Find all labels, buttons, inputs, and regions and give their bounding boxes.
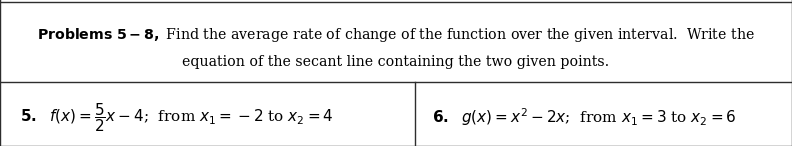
- Text: $\bf{Problems\ 5-8,}$ Find the average rate of change of the function over the g: $\bf{Problems\ 5-8,}$ Find the average r…: [37, 26, 755, 44]
- Text: equation of the secant line containing the two given points.: equation of the secant line containing t…: [182, 55, 610, 69]
- Text: $\mathbf{6.}$  $g(x) = x^2 - 2x$;  from $x_1 = 3$ to $x_2 = 6$: $\mathbf{6.}$ $g(x) = x^2 - 2x$; from $x…: [432, 107, 737, 128]
- Text: $\mathbf{5.}$  $f(x) = \dfrac{5}{2}x - 4$;  from $x_1 = -2$ to $x_2 = 4$: $\mathbf{5.}$ $f(x) = \dfrac{5}{2}x - 4$…: [20, 101, 333, 134]
